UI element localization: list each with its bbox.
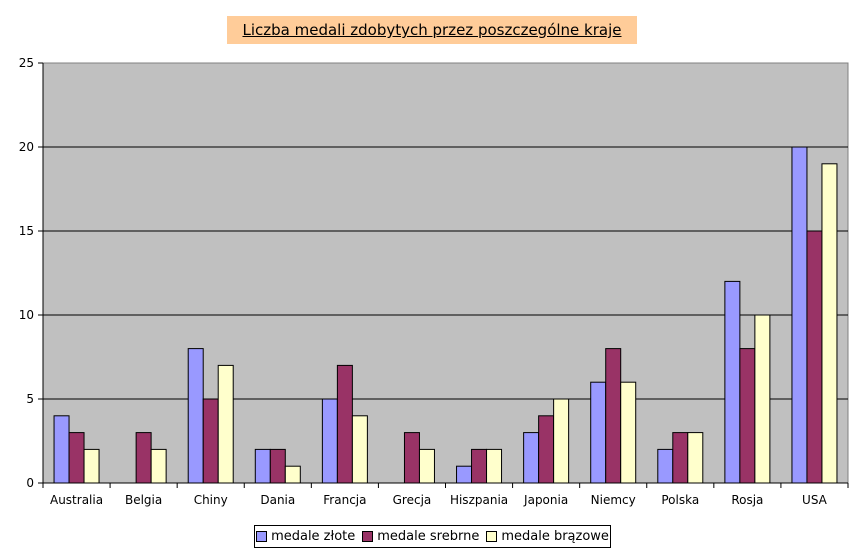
bar-1-9 [672, 432, 689, 484]
x-tick-label: Niemcy [591, 493, 636, 507]
y-tick-label: 5 [26, 392, 34, 406]
bar-2-3 [284, 465, 301, 484]
legend: medale złote medale srebrne medale brązo… [254, 525, 611, 548]
bars [53, 146, 838, 484]
bar-1-3 [269, 448, 286, 484]
bar-1-1 [135, 432, 152, 484]
legend-swatch-gold [256, 531, 268, 542]
x-tick-label: Dania [260, 493, 295, 507]
bar-0-6 [456, 465, 473, 484]
bar-2-0 [83, 448, 100, 484]
x-tick-label: Chiny [194, 493, 228, 507]
x-tick-label: Polska [661, 493, 699, 507]
legend-swatch-bronze [486, 531, 498, 542]
bar-1-2 [202, 398, 219, 484]
bar-1-5 [403, 432, 420, 484]
bar-0-4 [321, 398, 338, 484]
legend-label-gold: medale złote [271, 529, 356, 544]
y-tick-label: 15 [19, 224, 34, 238]
bar-0-3 [254, 448, 271, 484]
axes: 0 5 10 15 20 25 Australia Belgia Chiny Dania Franc… [19, 56, 849, 507]
bar-0-2 [187, 348, 204, 484]
bar-2-9 [687, 432, 704, 484]
plot-area [42, 62, 849, 484]
bar-0-0 [53, 415, 70, 484]
bar-2-11 [821, 163, 838, 484]
bar-1-8 [605, 348, 622, 484]
bar-1-7 [538, 415, 555, 484]
legend-item-bronze: medale brązowe [486, 529, 609, 544]
y-tick-label: 25 [19, 56, 34, 70]
x-tick-label: Rosja [731, 493, 763, 507]
bar-2-8 [620, 381, 637, 484]
x-tick-label: Belgia [125, 493, 162, 507]
bar-2-10 [754, 314, 771, 484]
chart-title: Liczba medali zdobytych przez poszczegól… [227, 16, 637, 44]
x-tick-label: USA [802, 493, 828, 507]
x-tick-label: Francja [323, 493, 366, 507]
gridlines [43, 146, 848, 400]
x-tick-label: Hiszpania [450, 493, 508, 507]
bar-0-9 [657, 448, 674, 484]
legend-item-silver: medale srebrne [362, 529, 479, 544]
x-tick-label: Japonia [523, 493, 568, 507]
legend-item-gold: medale złote [256, 529, 355, 544]
bar-2-4 [351, 415, 368, 484]
bar-1-6 [471, 448, 488, 484]
bar-0-10 [724, 280, 741, 484]
bar-0-7 [523, 432, 540, 484]
bar-2-1 [150, 448, 167, 484]
legend-label-bronze: medale brązowe [501, 529, 609, 544]
bar-1-11 [806, 230, 823, 484]
y-tick-label: 0 [26, 476, 34, 490]
bar-1-0 [68, 432, 85, 484]
y-tick-label: 10 [19, 308, 34, 322]
bar-0-11 [791, 146, 808, 484]
legend-swatch-silver [362, 531, 374, 542]
bar-2-5 [418, 448, 435, 484]
bar-2-2 [217, 364, 234, 484]
bar-2-6 [486, 448, 503, 484]
x-tick-label: Grecja [393, 493, 432, 507]
bar-1-4 [336, 364, 353, 484]
bar-0-8 [590, 381, 607, 484]
bar-2-7 [553, 398, 570, 484]
x-tick-label: Australia [50, 493, 103, 507]
legend-label-silver: medale srebrne [377, 529, 480, 544]
y-tick-label: 20 [19, 140, 34, 154]
bar-1-10 [739, 348, 756, 484]
